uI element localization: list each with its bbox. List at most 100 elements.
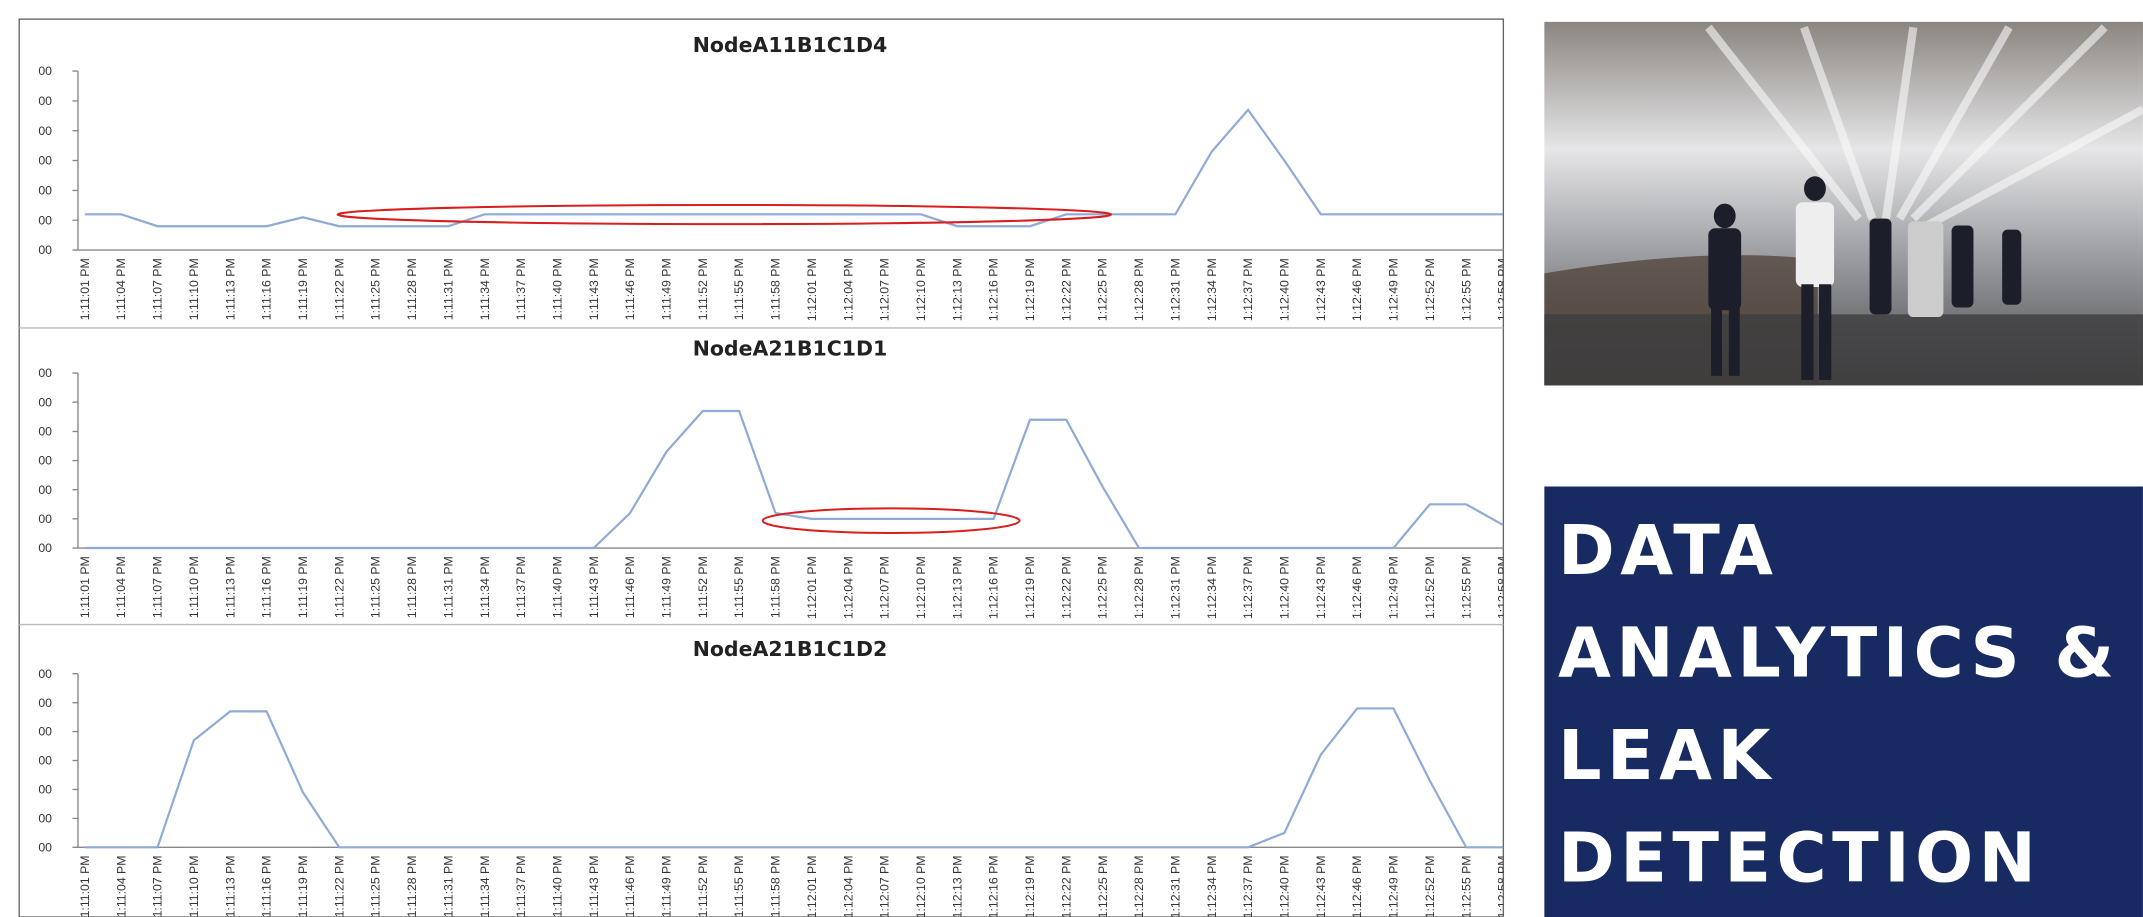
x-tick-label: 1:12:22 PM xyxy=(1059,556,1073,619)
x-tick-label: 1:11:13 PM xyxy=(223,856,237,917)
x-tick-label: 1:11:13 PM xyxy=(223,556,237,618)
y-tick-label: 00 xyxy=(38,243,52,257)
x-tick-label: 1:12:01 PM xyxy=(805,556,819,619)
x-tick-label: 1:11:10 PM xyxy=(187,556,201,618)
x-tick-label: 1:11:16 PM xyxy=(260,556,274,618)
x-tick-label: 1:12:25 PM xyxy=(1096,258,1110,321)
x-tick-label: 1:11:16 PM xyxy=(260,258,274,320)
y-tick-label: 00 xyxy=(38,725,52,739)
x-tick-label: 1:12:28 PM xyxy=(1132,258,1146,321)
x-tick-label: 1:12:40 PM xyxy=(1278,556,1292,619)
x-tick-label: 1:11:28 PM xyxy=(405,556,419,618)
x-tick-label: 1:11:04 PM xyxy=(114,856,128,917)
title-box xyxy=(1544,486,2143,917)
data-line xyxy=(84,707,1503,849)
chart-title: NodeA21B1C1D1 xyxy=(693,336,888,360)
slide-title-line: LEAK xyxy=(1558,717,1776,796)
x-tick-label: 1:12:25 PM xyxy=(1096,556,1110,619)
x-tick-label: 1:12:52 PM xyxy=(1423,556,1437,619)
x-tick-label: 1:12:49 PM xyxy=(1387,556,1401,619)
x-tick-label: 1:12:13 PM xyxy=(950,556,964,619)
x-tick-label: 1:11:49 PM xyxy=(660,856,674,917)
x-tick-label: 1:11:37 PM xyxy=(514,856,528,917)
x-tick-label: 1:11:31 PM xyxy=(441,258,455,320)
x-tick-label: 1:11:19 PM xyxy=(296,258,310,320)
x-tick-label: 1:11:16 PM xyxy=(260,856,274,917)
x-tick-label: 1:12:49 PM xyxy=(1387,856,1401,917)
x-tick-label: 1:11:01 PM xyxy=(78,856,92,917)
y-tick-label: 00 xyxy=(38,124,52,138)
x-tick-label: 1:11:46 PM xyxy=(623,556,637,618)
x-tick-label: 1:12:37 PM xyxy=(1241,556,1255,619)
x-tick-label: 1:12:10 PM xyxy=(914,258,928,321)
x-tick-label: 1:12:07 PM xyxy=(878,856,892,917)
x-tick-label: 1:11:34 PM xyxy=(478,556,492,618)
x-tick-label: 1:12:58 PM xyxy=(1496,556,1510,619)
x-tick-label: 1:12:49 PM xyxy=(1387,258,1401,321)
x-tick-label: 1:11:07 PM xyxy=(151,856,165,917)
x-tick-label: 1:11:55 PM xyxy=(732,556,746,618)
x-tick-label: 1:11:58 PM xyxy=(769,556,783,618)
x-tick-label: 1:12:28 PM xyxy=(1132,856,1146,917)
y-tick-label: 00 xyxy=(38,667,52,681)
slide-title-line: DATA xyxy=(1558,512,1778,591)
y-tick-label: 00 xyxy=(38,454,52,468)
y-tick-label: 00 xyxy=(38,184,52,198)
x-tick-label: 1:12:01 PM xyxy=(805,856,819,917)
x-tick-label: 1:11:04 PM xyxy=(114,556,128,618)
y-tick-label: 00 xyxy=(38,154,52,168)
x-tick-label: 1:11:31 PM xyxy=(441,856,455,917)
y-tick-label: 00 xyxy=(38,811,52,825)
x-tick-label: 1:11:19 PM xyxy=(296,556,310,618)
x-tick-label: 1:12:34 PM xyxy=(1205,556,1219,619)
x-tick-label: 1:11:07 PM xyxy=(151,556,165,618)
charts: NodeA11B1C1D4 00 00 00 00 00 00 00 1:11:01 PM 1:1… xyxy=(38,33,1510,917)
y-tick-label: 00 xyxy=(38,783,52,797)
x-tick-label: 1:11:25 PM xyxy=(369,856,383,917)
data-line xyxy=(84,108,1503,228)
x-tick-label: 1:12:55 PM xyxy=(1459,556,1473,619)
x-tick-label: 1:11:10 PM xyxy=(187,258,201,320)
slide-title-line: DETECTION xyxy=(1558,819,2041,898)
x-tick-label: 1:12:25 PM xyxy=(1096,856,1110,917)
x-tick-label: 1:11:52 PM xyxy=(696,856,710,917)
x-tick-label: 1:12:13 PM xyxy=(950,258,964,321)
y-tick-label: 00 xyxy=(38,483,52,497)
x-tick-label: 1:12:40 PM xyxy=(1278,258,1292,321)
x-tick-label: 1:11:34 PM xyxy=(478,856,492,917)
x-tick-label: 1:12:10 PM xyxy=(914,556,928,619)
x-tick-label: 1:11:49 PM xyxy=(660,556,674,618)
x-tick-label: 1:11:46 PM xyxy=(623,856,637,917)
chart-title: NodeA11B1C1D4 xyxy=(693,33,888,57)
chart-frame xyxy=(18,18,1505,917)
x-tick-label: 1:11:22 PM xyxy=(332,556,346,618)
x-tick-label: 1:11:52 PM xyxy=(696,556,710,618)
x-tick-label: 1:11:25 PM xyxy=(369,258,383,320)
x-tick-label: 1:12:55 PM xyxy=(1459,856,1473,917)
x-tick-label: 1:11:40 PM xyxy=(550,856,564,917)
x-tick-label: 1:11:19 PM xyxy=(296,856,310,917)
x-tick-label: 1:11:25 PM xyxy=(369,556,383,618)
x-tick-label: 1:12:19 PM xyxy=(1023,258,1037,321)
x-tick-label: 1:12:34 PM xyxy=(1205,258,1219,321)
x-tick-label: 1:11:43 PM xyxy=(587,856,601,917)
x-tick-label: 1:12:19 PM xyxy=(1023,556,1037,619)
x-tick-label: 1:12:22 PM xyxy=(1059,258,1073,321)
x-tick-label: 1:11:40 PM xyxy=(550,556,564,618)
x-tick-label: 1:11:58 PM xyxy=(769,856,783,917)
x-tick-label: 1:12:46 PM xyxy=(1350,258,1364,321)
y-tick-label: 00 xyxy=(38,213,52,227)
y-tick-label: 00 xyxy=(38,366,52,380)
x-tick-label: 1:12:19 PM xyxy=(1023,856,1037,917)
x-tick-label: 1:11:52 PM xyxy=(696,258,710,320)
x-tick-label: 1:12:01 PM xyxy=(805,258,819,321)
y-tick-label: 00 xyxy=(38,512,52,526)
x-tick-label: 1:11:28 PM xyxy=(405,856,419,917)
x-tick-label: 1:12:04 PM xyxy=(841,258,855,321)
x-tick-label: 1:11:46 PM xyxy=(623,258,637,320)
x-tick-label: 1:12:31 PM xyxy=(1168,556,1182,619)
annotation-ellipse xyxy=(336,203,1113,226)
x-tick-label: 1:11:22 PM xyxy=(332,856,346,917)
x-tick-label: 1:12:40 PM xyxy=(1278,856,1292,917)
